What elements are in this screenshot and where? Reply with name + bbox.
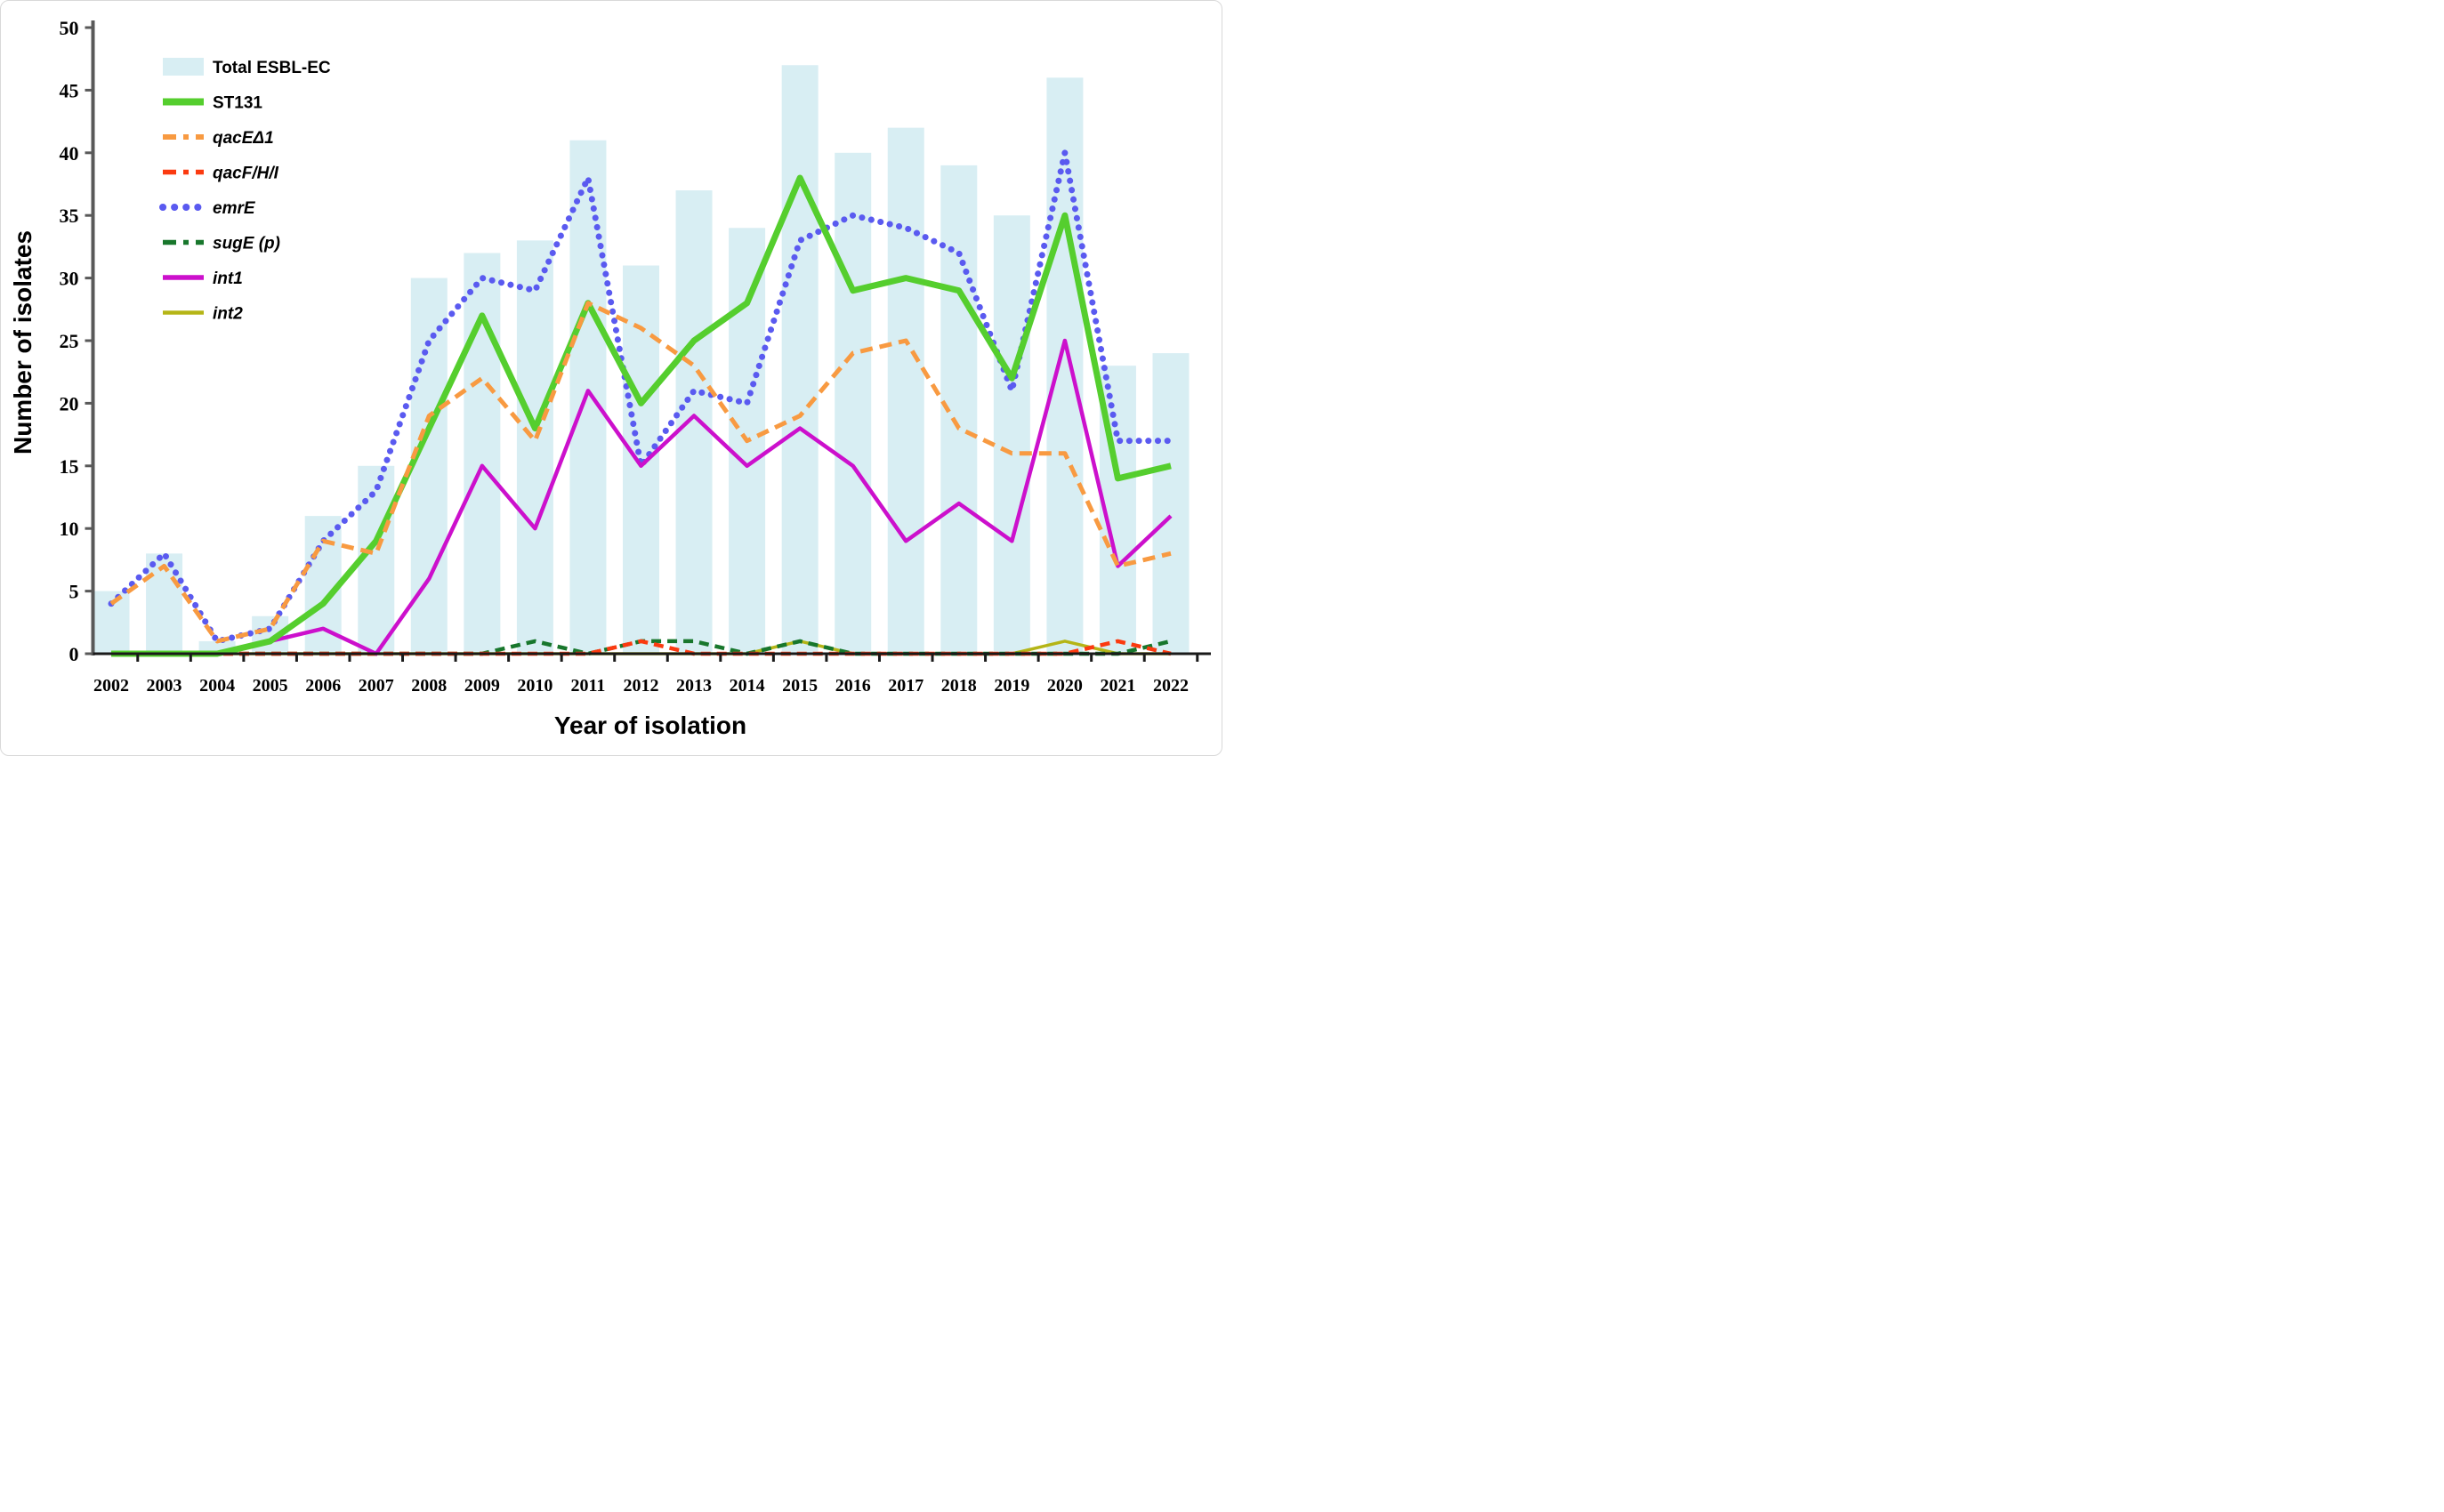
legend-label-ST131: ST131 xyxy=(213,94,262,113)
x-tick-2022: 2022 xyxy=(1153,676,1189,696)
x-tick-2010: 2010 xyxy=(517,676,553,696)
y-tick-25: 25 xyxy=(60,330,79,352)
x-tick-2013: 2013 xyxy=(676,676,712,696)
bar-2020 xyxy=(1046,77,1084,654)
line-int1 xyxy=(111,338,1173,656)
legend-label-qacF/H/I: qacF/H/I xyxy=(213,165,279,183)
legend-label-int1: int1 xyxy=(213,269,243,288)
x-tick-2011: 2011 xyxy=(570,676,605,696)
line-qacEΔ1 xyxy=(109,301,1172,644)
legend-item-qacEΔ1: qacEΔ1 xyxy=(163,129,274,148)
legend-item-sugE (p): sugE (p) xyxy=(163,235,280,253)
y-tick-35: 35 xyxy=(60,205,79,227)
legend-label-emrE: emrE xyxy=(213,199,256,218)
line-ST131 xyxy=(111,174,1172,657)
x-tick-2007: 2007 xyxy=(359,676,394,696)
x-tick-2009: 2009 xyxy=(464,676,500,696)
legend-item-ST131: ST131 xyxy=(163,94,262,113)
x-tick-2005: 2005 xyxy=(253,676,288,696)
x-tick-2020: 2020 xyxy=(1047,676,1083,696)
y-tick-20: 20 xyxy=(60,392,79,414)
x-axis-title: Year of isolation xyxy=(554,712,746,739)
x-tick-2014: 2014 xyxy=(730,676,765,696)
x-tick-2004: 2004 xyxy=(199,676,235,696)
y-tick-0: 0 xyxy=(69,643,79,665)
y-axis-title: Number of isolates xyxy=(9,230,36,454)
bar-2016 xyxy=(835,152,872,655)
y-tick-45: 45 xyxy=(60,79,79,101)
bars-group xyxy=(93,65,1190,655)
bar-2019 xyxy=(993,215,1030,654)
x-tick-labels: 2002 2003 2004 2005 2006 2007 2008 2009 2010 2011… xyxy=(93,676,1189,696)
x-tick-2002: 2002 xyxy=(93,676,129,696)
x-tick-2015: 2015 xyxy=(782,676,818,696)
legend-label-int2: int2 xyxy=(213,305,243,324)
legend-item-Total ESBL-EC: Total ESBL-EC xyxy=(163,58,331,77)
bar-2011 xyxy=(569,140,607,655)
y-tick-15: 15 xyxy=(60,455,79,478)
legend: Total ESBL-EC ST131 qacEΔ1 qacF/H/I emrE sugE… xyxy=(159,58,331,324)
legend-item-qacF/H/I: qacF/H/I xyxy=(163,165,279,183)
legend-item-int1: int1 xyxy=(163,269,243,288)
bar-2010 xyxy=(516,240,553,654)
legend-swatch-total-esbl-ec xyxy=(163,58,204,76)
legend-item-int2: int2 xyxy=(163,305,243,324)
x-tick-2008: 2008 xyxy=(411,676,447,696)
x-tick-2019: 2019 xyxy=(994,676,1029,696)
bar-2022 xyxy=(1152,353,1190,654)
x-tick-2017: 2017 xyxy=(888,676,924,696)
y-tick-50: 50 xyxy=(60,17,79,39)
figure: 0 5 10 15 20 25 30 35 40 45 50 2002 2003 2004 2005 200… xyxy=(0,0,1222,756)
legend-label-Total ESBL-EC: Total ESBL-EC xyxy=(213,59,331,77)
legend-item-emrE: emrE xyxy=(159,199,256,218)
axes-group xyxy=(85,20,1211,662)
y-tick-5: 5 xyxy=(69,581,79,603)
y-tick-10: 10 xyxy=(60,518,79,540)
x-tick-2018: 2018 xyxy=(941,676,977,696)
x-tick-2012: 2012 xyxy=(624,676,659,696)
bar-2017 xyxy=(887,127,924,654)
x-tick-2016: 2016 xyxy=(835,676,871,696)
x-tick-2006: 2006 xyxy=(305,676,341,696)
legend-label-sugE (p): sugE (p) xyxy=(213,235,280,253)
x-tick-2021: 2021 xyxy=(1100,676,1135,696)
bar-2015 xyxy=(781,65,819,655)
y-tick-40: 40 xyxy=(60,142,79,165)
y-tick-30: 30 xyxy=(60,268,79,290)
x-tick-2003: 2003 xyxy=(147,676,182,696)
bar-2013 xyxy=(675,190,713,655)
y-tick-labels: 0 5 10 15 20 25 30 35 40 45 50 xyxy=(60,17,79,665)
legend-label-qacEΔ1: qacEΔ1 xyxy=(213,129,274,148)
